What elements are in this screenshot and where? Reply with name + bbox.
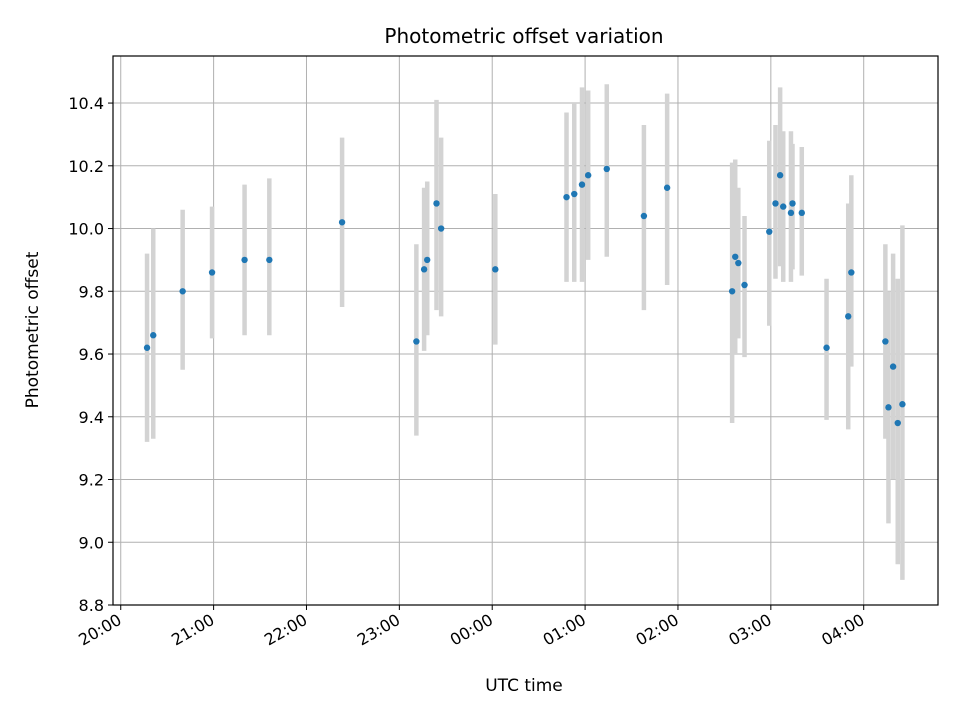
data-point [433,200,440,207]
data-point [578,181,586,188]
data-point [882,338,889,345]
data-point [143,344,151,351]
data-point [776,172,784,179]
data-point [150,332,157,339]
y-tick-label: 10.4 [68,94,104,113]
data-point [338,219,346,226]
data-point [735,259,742,267]
y-tick-label: 9.6 [79,345,104,364]
chart-title: Photometric offset variation [384,24,663,48]
data-point [889,363,897,370]
data-point [894,419,901,427]
data-point [571,190,578,198]
data-point [179,288,186,295]
data-point [787,209,795,217]
data-point [640,212,648,220]
y-tick-label: 9.4 [79,408,104,427]
data-point [772,200,779,207]
y-axis: 8.8 9.0 9.2 9.4 9.6 9.8 10.0 10.2 10.4 [68,94,113,615]
data-point [492,266,499,273]
data-point [420,266,428,273]
data-point [780,203,787,210]
grid [113,56,938,606]
data-point [766,228,773,235]
data-point [741,281,748,289]
y-tick-label: 9.8 [79,282,104,301]
data-point [241,256,248,264]
y-tick-label: 9.2 [79,471,104,490]
y-tick-label: 10.0 [68,220,104,239]
data-point [789,200,796,207]
data-point [732,253,739,260]
data-point [798,209,805,217]
data-point [885,404,892,411]
data-point [848,269,855,276]
y-tick-label: 9.0 [79,533,104,552]
plot-frame [112,55,939,606]
y-axis-label: Photometric offset [23,251,43,408]
data-point [823,344,830,351]
y-tick-label: 10.2 [68,157,104,176]
data-point [266,256,273,264]
data-point [413,338,420,345]
data-point [424,256,431,264]
data-points [143,165,906,427]
data-point [663,184,671,191]
data-point [845,313,852,320]
data-point [584,172,592,179]
x-axis-label: UTC time [485,676,563,696]
data-point [728,288,736,295]
y-tick-label: 8.8 [79,596,104,615]
data-point [208,269,216,276]
data-point [563,193,570,201]
data-point [899,401,906,408]
data-point [603,165,610,173]
data-point [437,225,445,232]
